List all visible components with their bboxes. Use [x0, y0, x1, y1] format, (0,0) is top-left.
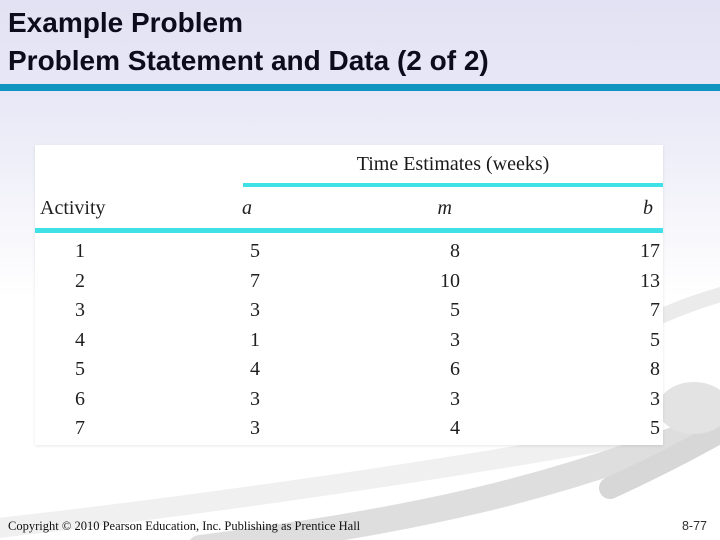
cell-m: 6	[450, 358, 460, 381]
column-header-activity: Activity	[40, 196, 106, 219]
cell-m: 8	[450, 240, 460, 263]
table-row: 6 3 3 3	[35, 385, 663, 415]
cell-b: 7	[650, 299, 660, 322]
table-row: 7 3 4 5	[35, 414, 663, 444]
cell-m: 4	[450, 417, 460, 440]
cell-a: 3	[250, 417, 260, 440]
table-row: 1 5 8 17	[35, 237, 663, 267]
slide-page-number: 8-77	[681, 519, 707, 533]
table-row: 2 7 10 13	[35, 267, 663, 297]
cell-m: 3	[450, 328, 460, 351]
cell-a: 3	[250, 299, 260, 322]
slide-title-line1: Example Problem	[8, 7, 243, 38]
table-row: 4 1 3 5	[35, 326, 663, 356]
table-header-row: Activity a m b	[35, 191, 663, 225]
table-body: 1 5 8 17 2 7 10 13 3 3 5 7 4 1 3 5 5 4 6…	[35, 237, 663, 444]
column-header-m: m	[437, 196, 452, 219]
cell-b: 3	[650, 387, 660, 410]
cell-b: 13	[640, 269, 660, 292]
table-rule-header	[35, 228, 663, 233]
title-accent-bar	[0, 84, 720, 91]
cell-activity: 3	[75, 299, 85, 322]
cell-activity: 7	[75, 417, 85, 440]
column-header-b: b	[643, 196, 653, 219]
table-row: 5 4 6 8	[35, 355, 663, 385]
cell-b: 17	[640, 240, 660, 263]
slide-title: Example Problem Problem Statement and Da…	[8, 4, 489, 80]
cell-a: 4	[250, 358, 260, 381]
cell-activity: 4	[75, 328, 85, 351]
table-row: 3 3 5 7	[35, 296, 663, 326]
cell-activity: 6	[75, 387, 85, 410]
time-estimates-table: Time Estimates (weeks) Activity a m b 1 …	[35, 145, 663, 445]
cell-m: 3	[450, 387, 460, 410]
table-rule-top	[243, 183, 663, 187]
cell-b: 5	[650, 328, 660, 351]
copyright-notice: Copyright © 2010 Pearson Education, Inc.…	[8, 519, 361, 533]
cell-a: 5	[250, 240, 260, 263]
column-header-a: a	[242, 196, 252, 219]
cell-a: 1	[250, 328, 260, 351]
slide-title-line2: Problem Statement and Data (2 of 2)	[8, 45, 489, 76]
cell-b: 5	[650, 417, 660, 440]
cell-a: 3	[250, 387, 260, 410]
cell-b: 8	[650, 358, 660, 381]
cell-activity: 1	[75, 240, 85, 263]
cell-m: 10	[440, 269, 460, 292]
cell-m: 5	[450, 299, 460, 322]
cell-activity: 2	[75, 269, 85, 292]
table-group-header: Time Estimates (weeks)	[356, 153, 550, 175]
cell-a: 7	[250, 269, 260, 292]
cell-activity: 5	[75, 358, 85, 381]
